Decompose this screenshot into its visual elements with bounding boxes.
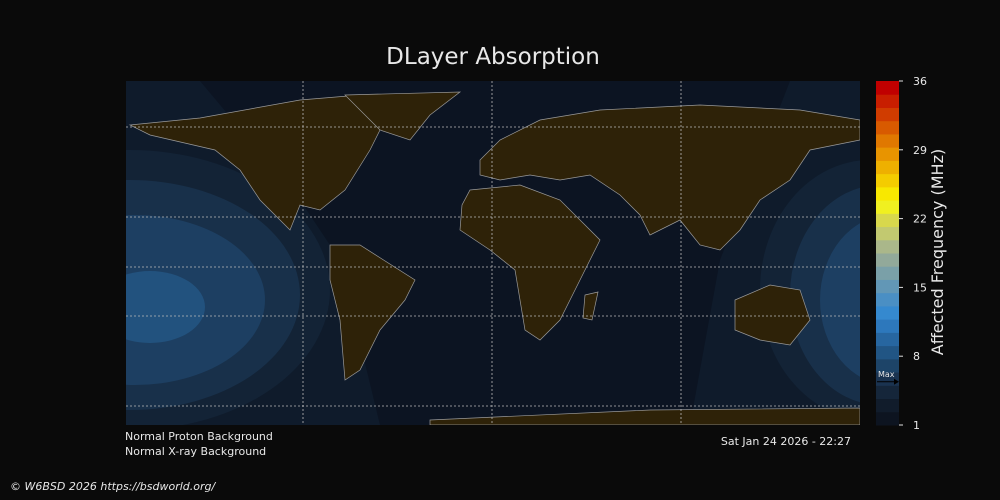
land [329,244,416,381]
tick-label: 1 [913,419,920,432]
colorbar-band [876,345,899,360]
absorption-zone [820,223,860,377]
tick-label: 36 [913,75,927,88]
map [126,81,860,425]
colorbar-band [876,147,899,161]
colorbar-band [876,94,899,108]
colorbar-band [876,239,899,254]
colorbar-band [876,385,899,400]
colorbar-band [876,398,899,413]
colorbar-band [876,173,899,188]
colorbar-band [876,305,899,320]
colorbar-band [876,411,899,426]
tick-label: 22 [913,213,927,226]
colorbar-band [876,200,899,214]
colorbar-band [876,266,899,280]
footer: © W6BSD 2026 https://bsdworld.org/ [10,480,217,493]
colorbar-band [876,372,899,386]
colorbar-band [876,319,899,333]
xray-status: Normal X-ray Background [125,445,266,458]
colorbar-band [876,160,899,175]
tick-label: 29 [913,144,927,157]
colorbar-band [876,120,899,135]
colorbar-band [876,279,899,294]
proton-status: Normal Proton Background [125,430,273,443]
land [429,407,860,425]
colorbar-band [876,81,899,95]
colorbar: 1 8 15 22 29 36 Max [876,75,927,432]
max-arrow [894,378,899,385]
tick-label: 15 [913,281,927,294]
colorbar-band [876,253,899,267]
colorbar-band [876,213,899,228]
map-title: DLayer Absorption [386,44,600,70]
land [344,91,462,141]
colorbar-band [876,332,899,347]
land [459,184,601,341]
colorbar-band [876,292,899,307]
colorbar-band [876,107,899,122]
colorbar-band [876,226,899,241]
land [734,284,811,346]
tick-label: 8 [913,350,920,363]
timestamp: Sat Jan 24 2026 - 22:27 [721,435,851,448]
colorbar-label: Affected Frequency (MHz) [928,149,947,355]
absorption-zone [126,271,205,343]
max-label: Max [878,370,895,379]
colorbar-band [876,133,899,148]
land [479,104,860,251]
colorbar-band [876,186,899,201]
land [128,94,381,231]
land [582,291,599,321]
colorbar-band [876,358,899,373]
